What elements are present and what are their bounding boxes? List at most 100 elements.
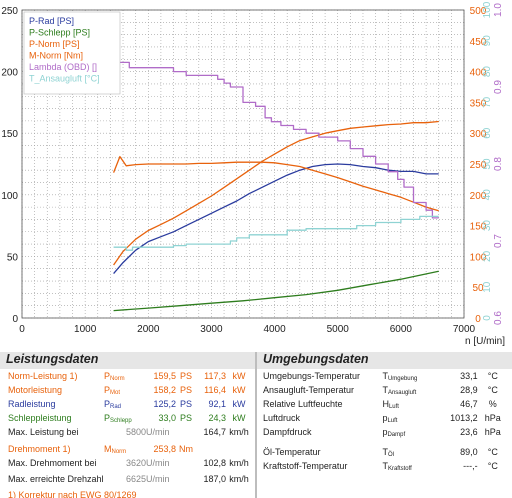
purple-axis-tick: 0.6 [493, 311, 504, 325]
symbol-subscript: Luft [388, 404, 399, 410]
unit-ps: PS [179, 385, 192, 395]
legend-item: P-Schlepp [PS] [29, 28, 90, 38]
symbol-subscript: Norm [110, 376, 125, 382]
plot-frame [21, 9, 465, 319]
row-unit: °C [487, 371, 498, 381]
symbol: H [382, 399, 389, 409]
symbol-subscript: Umgebung [387, 376, 418, 382]
symbol-cell: PMot [104, 385, 146, 399]
symbol: p [382, 413, 388, 423]
dyno-chart: 0 1000 2000 3000 4000 5000 6000 7000 n [U/min] 0 5… [1, 1, 505, 347]
cyan-axis-tick: 100 [482, 1, 493, 18]
row-label: Umgebungs-Temperatur [263, 371, 361, 381]
row-label: Ansaugluft-Temperatur [263, 385, 355, 395]
series-line-3 [112, 155, 439, 212]
left-tick-label: 100 [1, 191, 18, 202]
max-rpm-row: Max. erreichte Drehzahl 6625 U/min 187,0 km/… [8, 474, 252, 485]
row-unit: °C [487, 385, 498, 395]
legend-item: T_Ansaugluft [°C] [29, 74, 100, 84]
row-value: 89,0 [460, 447, 478, 457]
env-row: Dampfdruck pDampf 23,6 hPa [263, 427, 508, 441]
env-row: Öl-Temperatur TÖl 89,0 °C [263, 447, 508, 461]
symbol: P [104, 371, 111, 381]
orange-axis-tick: 250 [470, 160, 487, 171]
value-speed: 102,8 [203, 458, 226, 468]
value-ps: 158,2 [153, 385, 176, 395]
symbol: P [104, 399, 111, 409]
row-label: Luftdruck [263, 413, 301, 423]
orange-axis-tick: 150 [470, 222, 487, 233]
row-unit: °C [487, 447, 498, 457]
cyan-axis-tick: 50 [482, 158, 493, 170]
power-row: Norm-Leistung 1) PNorm 159,5 PS 117,3 kW [8, 371, 252, 385]
orange-axis-tick: 200 [470, 191, 487, 202]
symbol-subscript: Kraftstoff [387, 466, 412, 472]
value-kw: 116,4 [204, 385, 226, 395]
env-row: Luftdruck pLuft 1013,2 hPa [263, 413, 508, 427]
symbol-subscript: Ansaugluft [387, 390, 417, 396]
symbol-subscript: Schlepp [110, 418, 132, 424]
symbol-cell: pLuft [382, 413, 441, 427]
env-row: Umgebungs-Temperatur TUmgebung 33,1 °C [263, 371, 508, 385]
cyan-axis-tick: 40 [482, 189, 493, 201]
x-tick-label: 4000 [263, 324, 286, 335]
purple-axis-tick: 0.7 [493, 234, 504, 248]
value-ps: 33,0 [158, 413, 176, 423]
symbol-cell: TAnsaugluft [382, 385, 441, 399]
symbol: M [104, 444, 112, 454]
orange-axis-tick: 450 [470, 37, 487, 48]
unit-ps: PS [179, 413, 192, 423]
value-nm: 253,8 [153, 444, 176, 454]
panel-divider [255, 352, 257, 498]
symbol-subscript: Öl [387, 452, 394, 458]
power-row: Motorleistung PMot 158,2 PS 116,4 kW [8, 385, 252, 399]
value-kw: 117,3 [204, 371, 226, 381]
row-label: Öl-Temperatur [263, 447, 321, 457]
cyan-axis-tick: 20 [482, 250, 493, 262]
symbol-cell: TUmgebung [382, 371, 441, 385]
cyan-axis-tick: 70 [482, 96, 493, 108]
value-kw: 92,1 [208, 399, 226, 409]
row-value: 46,7 [460, 399, 478, 409]
umgebungsdaten-table: Umgebungs-Temperatur TUmgebung 33,1 °C Ansau… [263, 371, 508, 475]
unit-kw: kW [232, 371, 246, 381]
left-tick-label: 50 [7, 252, 19, 263]
series-line-5 [113, 215, 439, 251]
symbol-subscript: Mot [110, 390, 121, 396]
row-value: ---,- [463, 461, 478, 471]
row-label: Relative Luftfeuchte [263, 399, 343, 409]
env-row: Kraftstoff-Temperatur TKraftstoff ---,- °C [263, 461, 508, 475]
orange-axis-tick: 300 [470, 129, 487, 140]
unit-rpm: U/min [146, 474, 170, 484]
symbol-cell: MNorm [104, 444, 146, 458]
cyan-axis-tick: 10 [482, 281, 493, 293]
symbol-cell: TÖl [382, 447, 441, 461]
symbol: T [382, 371, 388, 381]
unit-ps: PS [179, 371, 192, 381]
cyan-axis-tick: 30 [482, 220, 493, 232]
left-tick-label: 0 [12, 314, 18, 325]
power-row: Radleistung PRad 125,2 PS 92,1 kW [8, 399, 252, 413]
symbol: P [104, 413, 111, 423]
row-value: 33,1 [460, 371, 478, 381]
unit-kw: kW [232, 413, 246, 423]
legend-item: P-Norm [PS] [29, 39, 80, 49]
unit-rpm: U/min [146, 427, 170, 437]
row-label: Kraftstoff-Temperatur [263, 461, 348, 471]
x-tick-label: 6000 [390, 324, 413, 335]
purple-axis-tick: 0.8 [493, 157, 504, 171]
data-tables: Leistungsdaten Umgebungsdaten Norm-Leist… [0, 352, 512, 498]
orange-axis-tick: 50 [472, 283, 484, 294]
empty [176, 458, 196, 469]
legend-item: M-Norm [Nm] [29, 51, 83, 61]
row-value: 28,9 [460, 385, 478, 395]
symbol-cell: PSchlepp [104, 413, 146, 427]
unit-rpm: U/min [146, 458, 170, 468]
x-tick-label: 1000 [74, 324, 97, 335]
unit-speed: km/h [229, 427, 249, 437]
unit-kw: kW [232, 399, 246, 409]
symbol: T [382, 447, 388, 457]
x-tick-label: 5000 [327, 324, 350, 335]
symbol-cell: HLuft [382, 399, 441, 413]
unit-nm: Nm [179, 444, 193, 454]
